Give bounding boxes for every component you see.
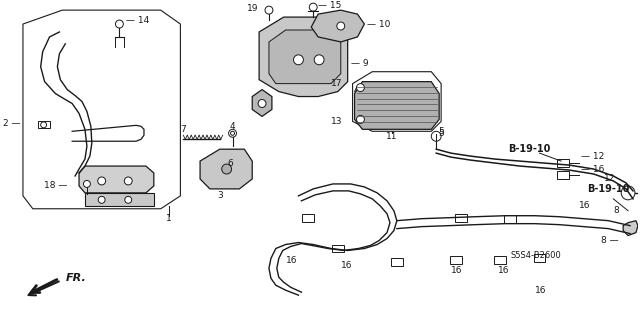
Bar bbox=[557, 171, 569, 179]
Polygon shape bbox=[311, 10, 364, 42]
Circle shape bbox=[309, 3, 317, 11]
Bar bbox=[557, 159, 569, 167]
Circle shape bbox=[98, 177, 106, 185]
Text: 7: 7 bbox=[180, 125, 186, 134]
Polygon shape bbox=[269, 30, 340, 84]
Text: — 15: — 15 bbox=[318, 1, 342, 10]
Circle shape bbox=[124, 177, 132, 185]
Circle shape bbox=[230, 131, 234, 135]
Circle shape bbox=[294, 55, 303, 65]
Text: 8 —: 8 — bbox=[600, 236, 618, 245]
Circle shape bbox=[221, 164, 232, 174]
Circle shape bbox=[115, 20, 124, 28]
Text: 13: 13 bbox=[332, 117, 343, 126]
Text: — 12: — 12 bbox=[581, 152, 604, 161]
Text: — 10: — 10 bbox=[367, 19, 390, 28]
Circle shape bbox=[258, 100, 266, 108]
Text: S5S4-B2600: S5S4-B2600 bbox=[510, 251, 561, 260]
Circle shape bbox=[621, 186, 635, 200]
Text: — 9: — 9 bbox=[351, 59, 368, 68]
Text: — 14: — 14 bbox=[126, 16, 150, 25]
Bar bbox=[494, 256, 506, 264]
Polygon shape bbox=[623, 221, 638, 235]
Polygon shape bbox=[200, 149, 252, 189]
Text: 1: 1 bbox=[166, 214, 172, 223]
Text: 5: 5 bbox=[438, 127, 444, 136]
Text: — 16: — 16 bbox=[581, 165, 604, 174]
Text: 19: 19 bbox=[246, 4, 258, 13]
Bar bbox=[391, 258, 403, 266]
Polygon shape bbox=[85, 193, 154, 206]
Circle shape bbox=[314, 55, 324, 65]
Text: 6: 6 bbox=[228, 159, 234, 167]
Text: 8: 8 bbox=[613, 206, 619, 215]
Circle shape bbox=[228, 129, 236, 137]
Circle shape bbox=[83, 181, 90, 187]
Bar bbox=[455, 214, 467, 222]
Circle shape bbox=[265, 6, 273, 14]
Text: 16: 16 bbox=[534, 286, 546, 295]
Polygon shape bbox=[259, 17, 348, 97]
Text: 16: 16 bbox=[451, 266, 463, 275]
Circle shape bbox=[356, 115, 364, 123]
Circle shape bbox=[337, 22, 345, 30]
Circle shape bbox=[431, 131, 441, 141]
Text: 16: 16 bbox=[285, 256, 297, 265]
Bar bbox=[504, 215, 516, 223]
Circle shape bbox=[125, 197, 132, 203]
Circle shape bbox=[41, 122, 47, 128]
Circle shape bbox=[356, 84, 364, 92]
Bar bbox=[302, 214, 314, 222]
Bar bbox=[228, 149, 237, 157]
Polygon shape bbox=[79, 166, 154, 193]
Text: 11: 11 bbox=[386, 132, 397, 141]
Text: 16: 16 bbox=[498, 266, 509, 275]
Text: 16: 16 bbox=[579, 201, 590, 210]
Text: 16: 16 bbox=[340, 261, 352, 270]
Polygon shape bbox=[355, 82, 439, 129]
Text: FR.: FR. bbox=[65, 273, 86, 283]
Bar bbox=[450, 256, 462, 264]
Text: 4: 4 bbox=[230, 122, 236, 131]
Bar bbox=[534, 255, 545, 263]
Text: B-19-10: B-19-10 bbox=[508, 144, 550, 154]
Text: B-19-10: B-19-10 bbox=[587, 184, 629, 194]
Text: 12: 12 bbox=[604, 174, 615, 183]
Text: 17: 17 bbox=[332, 79, 343, 88]
Bar bbox=[332, 245, 344, 252]
Bar bbox=[38, 121, 49, 128]
Circle shape bbox=[98, 197, 105, 203]
Text: 5: 5 bbox=[438, 129, 444, 138]
Text: 3: 3 bbox=[217, 191, 223, 200]
Text: 2 —: 2 — bbox=[3, 119, 20, 128]
Polygon shape bbox=[252, 90, 272, 116]
Text: 18 —: 18 — bbox=[44, 182, 67, 190]
